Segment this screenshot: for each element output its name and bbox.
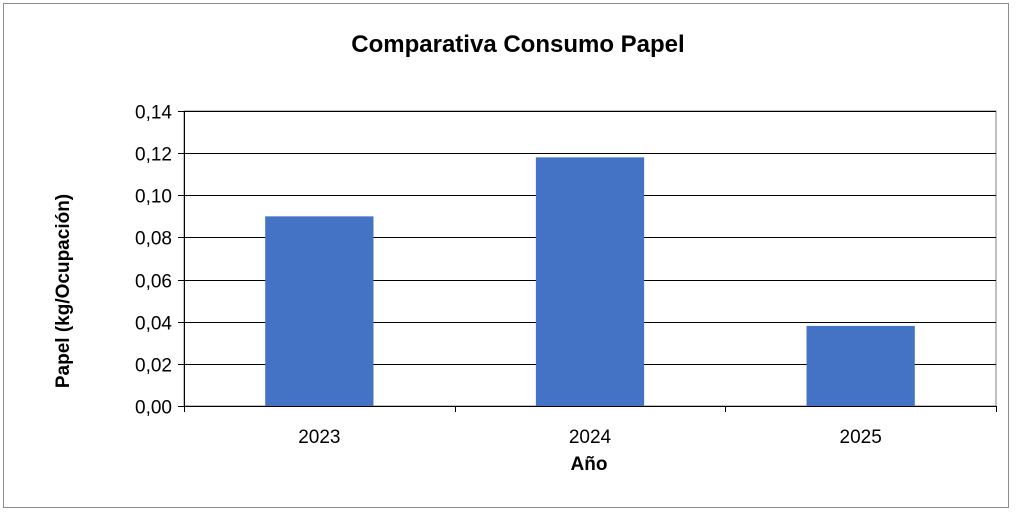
y-tick-label: 0,14 — [135, 103, 172, 124]
y-tick-label: 0,02 — [135, 356, 172, 377]
x-tick-label: 2023 — [298, 427, 340, 448]
x-tick-label: 2024 — [569, 427, 612, 448]
chart-frame — [3, 3, 1009, 508]
x-tick-label: 2025 — [840, 427, 882, 448]
y-tick-label: 0,06 — [135, 272, 172, 293]
y-tick-label: 0,12 — [135, 145, 172, 166]
bar-2025 — [806, 325, 915, 406]
y-tick-label: 0,10 — [135, 187, 172, 208]
x-axis-title: Año — [571, 454, 608, 475]
y-tick-label: 0,04 — [135, 314, 172, 335]
plot-area: 0,00 0,02 0,04 0,06 0,08 0,10 0,12 0,14 2023 2024… — [135, 103, 997, 448]
y-axis-title: Papel (kg/Ocupación) — [53, 194, 74, 388]
chart-title: Comparativa Consumo Papel — [351, 31, 684, 58]
y-tick-label: 0,00 — [135, 398, 172, 419]
y-tick-label: 0,08 — [135, 229, 172, 250]
bar-2024 — [535, 157, 645, 406]
bar-2023 — [265, 216, 374, 406]
